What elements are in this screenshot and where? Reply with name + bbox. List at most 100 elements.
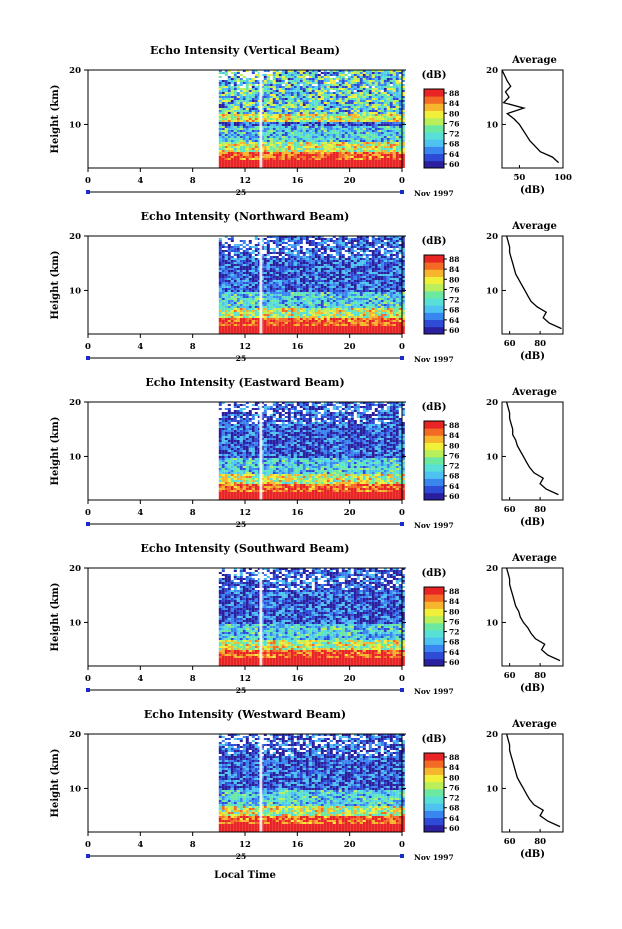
heatmap-cell xyxy=(290,96,294,98)
heatmap-cell xyxy=(275,322,279,324)
heatmap-cell xyxy=(242,90,246,92)
heatmap-cell xyxy=(383,106,387,108)
heatmap-cell xyxy=(374,112,378,114)
heatmap-cell xyxy=(350,106,354,108)
heatmap-cell xyxy=(341,120,345,122)
heatmap-cell xyxy=(251,312,255,314)
heatmap-cell xyxy=(224,246,228,248)
heatmap-cell xyxy=(230,164,234,166)
heatmap-cell xyxy=(221,106,225,108)
heatmap-cell xyxy=(248,148,252,150)
heatmap-cell xyxy=(269,128,273,130)
heatmap-cell xyxy=(278,320,282,322)
heatmap-cell xyxy=(230,90,234,92)
heatmap-cell xyxy=(302,304,306,306)
heatmap-cell xyxy=(338,126,342,128)
heatmap-cell xyxy=(392,142,396,144)
heatmap-cell xyxy=(353,122,357,124)
heatmap-cell xyxy=(236,246,240,248)
heatmap-cell xyxy=(278,150,282,152)
heatmap-cell xyxy=(302,166,306,168)
heatmap-cell xyxy=(398,108,402,110)
heatmap-cell xyxy=(275,320,279,322)
heatmap-cell xyxy=(350,128,354,130)
heatmap-cell xyxy=(269,144,273,146)
heatmap-cell xyxy=(218,144,222,146)
heatmap-cell xyxy=(269,296,273,298)
heatmap-cell xyxy=(314,312,318,314)
heatmap-cell xyxy=(305,78,309,80)
heatmap-cell xyxy=(221,250,225,252)
heatmap-cell xyxy=(278,268,282,270)
heatmap-cell xyxy=(257,152,261,154)
heatmap-cell xyxy=(389,112,393,114)
heatmap-cell xyxy=(221,256,225,258)
heatmap-cell xyxy=(341,74,345,76)
heatmap-cell xyxy=(284,322,288,324)
heatmap-cell xyxy=(233,302,237,304)
heatmap-cell xyxy=(257,94,261,96)
heatmap-cell xyxy=(236,144,240,146)
heatmap-cell xyxy=(293,160,297,162)
heatmap-cell xyxy=(347,90,351,92)
heatmap-cell xyxy=(365,154,369,156)
heatmap-cell xyxy=(338,90,342,92)
heatmap-cell xyxy=(290,314,294,316)
heatmap-cell xyxy=(284,134,288,136)
heatmap-cell xyxy=(299,86,303,88)
heatmap-cell xyxy=(257,274,261,276)
heatmap-cell xyxy=(311,102,315,104)
heatmap-cell xyxy=(296,268,300,270)
heatmap-cell xyxy=(329,106,333,108)
heatmap-cell xyxy=(401,132,405,134)
heatmap-cell xyxy=(329,118,333,120)
heatmap-cell xyxy=(287,292,291,294)
heatmap-cell xyxy=(374,104,378,106)
heatmap-cell xyxy=(218,90,222,92)
heatmap-cell xyxy=(242,156,246,158)
heatmap-cell xyxy=(401,150,405,152)
heatmap-cell xyxy=(332,310,336,312)
heatmap-cell xyxy=(293,326,297,328)
heatmap-cell xyxy=(308,122,312,124)
heatmap-cell xyxy=(263,142,267,144)
heatmap-cell xyxy=(281,238,285,240)
heatmap-cell xyxy=(251,162,255,164)
heatmap-cell xyxy=(233,154,237,156)
heatmap-cell xyxy=(251,320,255,322)
heatmap-cell xyxy=(254,304,258,306)
heatmap-cell xyxy=(251,278,255,280)
heatmap-cell xyxy=(278,102,282,104)
heatmap-cell xyxy=(335,158,339,160)
heatmap-cell xyxy=(257,132,261,134)
heatmap-cell xyxy=(281,246,285,248)
heatmap-cell xyxy=(341,330,345,332)
heatmap-cell xyxy=(221,160,225,162)
heatmap-cell xyxy=(341,318,345,320)
heatmap-cell xyxy=(380,146,384,148)
heatmap-cell xyxy=(227,306,231,308)
heatmap-cell xyxy=(290,158,294,160)
heatmap-cell xyxy=(263,140,267,142)
heatmap-cell xyxy=(281,82,285,84)
heatmap-cell xyxy=(269,248,273,250)
heatmap-cell xyxy=(263,104,267,106)
heatmap-cell xyxy=(344,150,348,152)
heatmap-cell xyxy=(269,146,273,148)
heatmap-cell xyxy=(353,150,357,152)
heatmap-cell xyxy=(257,156,261,158)
heatmap-cell xyxy=(350,120,354,122)
heatmap-cell xyxy=(248,248,252,250)
heatmap-cell xyxy=(362,130,366,132)
heatmap-cell xyxy=(221,112,225,114)
heatmap-cell xyxy=(284,312,288,314)
heatmap-cell xyxy=(371,118,375,120)
heatmap-cell xyxy=(239,256,243,258)
heatmap-cell xyxy=(224,156,228,158)
heatmap-cell xyxy=(287,332,291,334)
heatmap-cell xyxy=(242,114,246,116)
heatmap-cell xyxy=(365,92,369,94)
heatmap-cell xyxy=(251,260,255,262)
heatmap-cell xyxy=(308,94,312,96)
heatmap-cell xyxy=(278,140,282,142)
